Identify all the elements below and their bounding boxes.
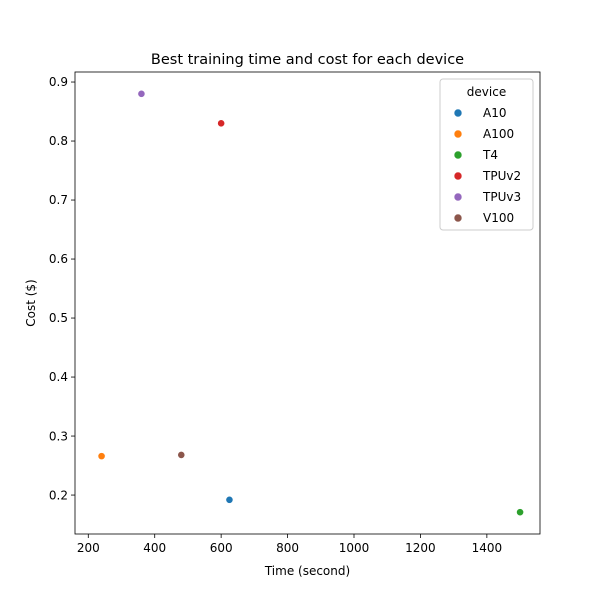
x-tick-label: 400	[143, 541, 166, 555]
legend-label-t4: T4	[482, 148, 498, 162]
y-tick-label: 0.7	[49, 193, 68, 207]
y-tick-label: 0.5	[49, 311, 68, 325]
data-points	[97, 89, 524, 517]
x-tick-label: 800	[276, 541, 299, 555]
y-tick-label: 0.3	[49, 429, 68, 443]
legend-box	[439, 78, 534, 231]
legend-title: device	[467, 85, 506, 99]
x-axis: 200 400 600 800 1000 1200 1400	[77, 534, 502, 555]
y-axis-label: Cost ($)	[24, 279, 38, 327]
y-tick-label: 0.8	[49, 134, 68, 148]
chart-title: Best training time and cost for each dev…	[151, 52, 464, 68]
legend-label-a100: A100	[483, 127, 514, 141]
legend: device A10 A100 T4 TPUv2 TPUv3 V100	[439, 78, 534, 231]
legend-marker-tpuv2	[453, 171, 463, 181]
legend-label-v100: V100	[483, 211, 514, 225]
legend-marker-tpuv3	[453, 192, 463, 202]
data-point-tpuv3	[137, 89, 146, 98]
plot-area-frame	[74, 71, 541, 535]
x-tick-label: 1400	[472, 541, 503, 555]
y-tick-label: 0.4	[49, 370, 68, 384]
legend-label-tpuv3: TPUv3	[482, 190, 521, 204]
y-tick-label: 0.9	[49, 75, 68, 89]
legend-marker-t4	[453, 150, 463, 160]
x-tick-label: 1200	[405, 541, 436, 555]
y-axis: 0.2 0.3 0.4 0.5 0.6 0.7 0.8 0.9	[49, 75, 75, 502]
x-axis-label: Time (second)	[264, 564, 350, 578]
legend-marker-v100	[453, 213, 463, 223]
legend-label-tpuv2: TPUv2	[482, 169, 521, 183]
legend-label-a10: A10	[483, 106, 506, 120]
y-tick-label: 0.2	[49, 488, 68, 502]
x-tick-label: 600	[210, 541, 233, 555]
data-point-tpuv2	[217, 119, 226, 128]
legend-marker-a100	[453, 129, 463, 139]
y-tick-label: 0.6	[49, 252, 68, 266]
data-point-v100	[177, 451, 186, 459]
data-point-a100	[97, 452, 106, 461]
legend-marker-a10	[453, 108, 463, 118]
x-tick-label: 200	[77, 541, 100, 555]
data-point-a10	[225, 495, 234, 504]
data-point-t4	[516, 508, 524, 517]
x-tick-label: 1000	[339, 541, 370, 555]
